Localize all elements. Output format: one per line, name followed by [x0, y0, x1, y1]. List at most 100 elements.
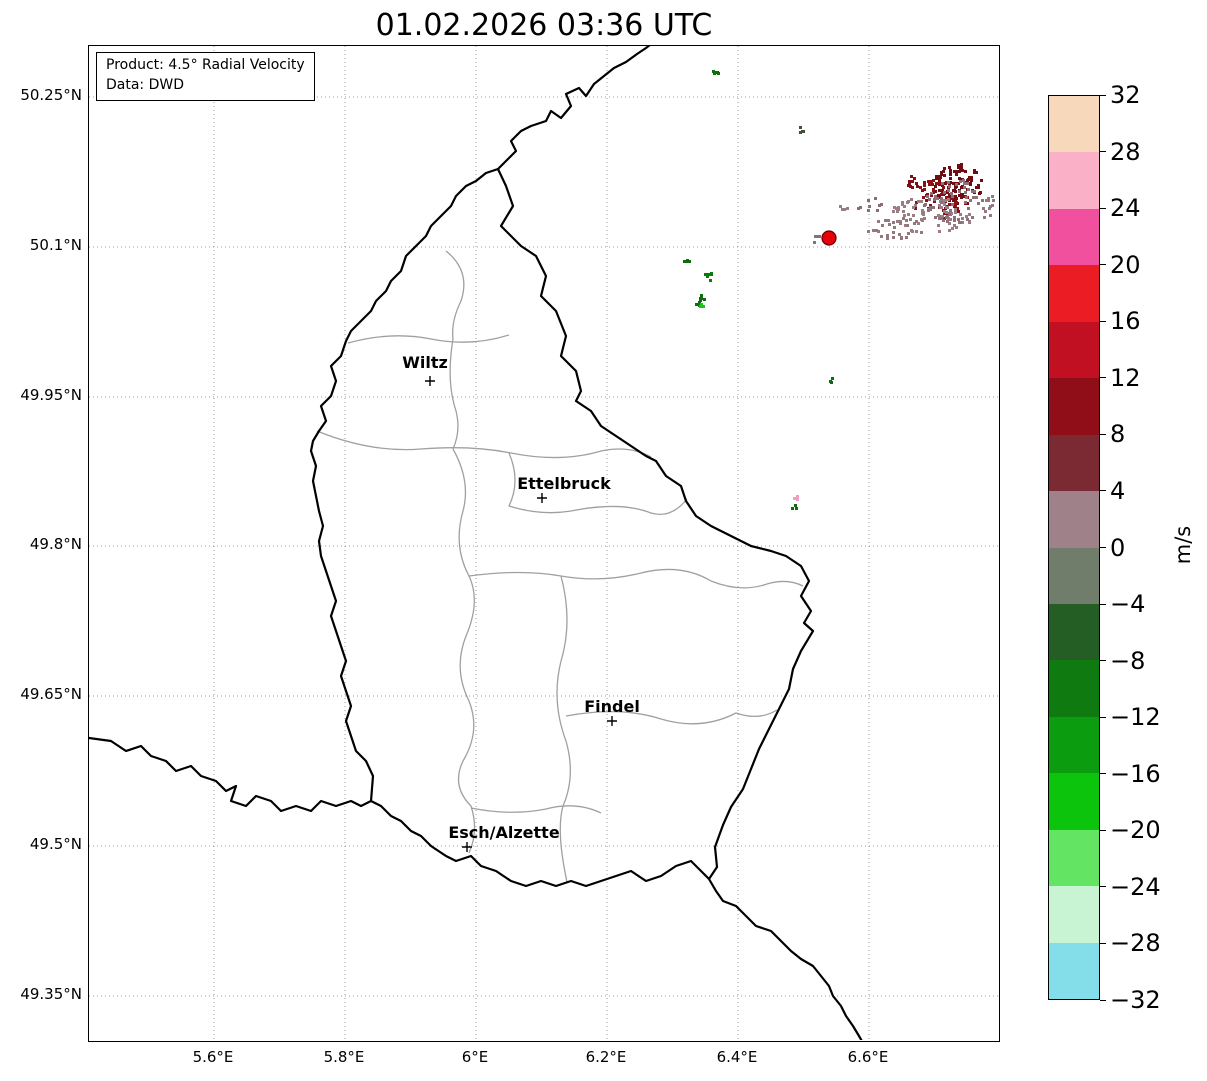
- radar-echo-pixel: [973, 190, 976, 193]
- radar-echo-pixel: [927, 209, 930, 212]
- radar-echo-pixel: [964, 191, 967, 194]
- radar-echo-pixel: [815, 235, 818, 238]
- district-border-layer: [316, 250, 804, 883]
- radar-echo-pixel: [937, 214, 940, 217]
- radar-echo-pixel: [699, 299, 702, 302]
- radar-echo-pixel: [960, 186, 963, 189]
- colorbar-segment: [1049, 434, 1099, 492]
- lat-tick-label: 49.35°N: [20, 985, 82, 1003]
- city-label: Esch/Alzette: [448, 823, 560, 842]
- radar-echo-pixel: [794, 504, 797, 507]
- radar-echo-pixel: [960, 166, 963, 169]
- radar-echo-pixel: [930, 183, 933, 186]
- radar-site-layer: [821, 230, 837, 246]
- radar-echo-pixel: [954, 208, 957, 211]
- colorbar-tick-label: −28: [1110, 929, 1161, 958]
- radar-echo-pixel: [706, 275, 709, 278]
- radar-echo-pixel: [941, 184, 944, 187]
- colorbar-tick-label: −20: [1110, 816, 1161, 845]
- radar-echo-pixel: [934, 216, 937, 219]
- radar-echo-pixel: [954, 198, 957, 201]
- radar-echo-pixel: [700, 297, 703, 300]
- radar-echo-pixel: [956, 207, 959, 210]
- radar-echo-pixel: [940, 173, 943, 176]
- radar-echo-pixel: [945, 211, 948, 214]
- map-canvas: Wiltz Ettelbruck Findel Esch/Alzette: [89, 46, 998, 1040]
- radar-echo-pixel: [709, 279, 712, 282]
- radar-echo-pixel: [937, 224, 940, 227]
- radar-echo-pixel: [961, 217, 964, 220]
- radar-echo-pixel: [880, 203, 883, 206]
- radar-echo-pixel: [929, 204, 932, 207]
- product-label: Product: 4.5° Radial Velocity: [106, 57, 305, 73]
- data-source-label: Data: DWD: [106, 76, 184, 93]
- colorbar-tickmark: [1100, 320, 1106, 322]
- radar-echo-pixel: [992, 199, 995, 202]
- radar-echo-pixel: [938, 182, 941, 185]
- radar-echo-pixel: [913, 177, 916, 180]
- radar-echo-pixel: [899, 220, 902, 223]
- radar-echo-pixel: [903, 214, 906, 217]
- radar-echo-pixel: [955, 183, 958, 186]
- radar-echo-pixel: [912, 206, 915, 209]
- radar-echo-pixel: [948, 193, 951, 196]
- radar-echo-pixel: [841, 208, 844, 211]
- radar-echo-pixel: [909, 218, 912, 221]
- district-border: [468, 568, 804, 589]
- radar-echo-pixel: [984, 210, 987, 213]
- radar-echo-pixel: [943, 174, 946, 177]
- colorbar-tickmark: [1100, 433, 1106, 435]
- radar-echo-pixel: [952, 182, 955, 185]
- radar-echo-pixel: [904, 224, 907, 227]
- radar-echo-pixel: [975, 171, 978, 174]
- radar-echo-pixel: [954, 211, 957, 214]
- radar-echo-pixel: [933, 198, 936, 201]
- radar-echo-pixel: [946, 206, 949, 209]
- radar-echo-pixel: [960, 193, 963, 196]
- city-label: Wiltz: [402, 353, 448, 372]
- radar-echo-pixel: [902, 217, 905, 220]
- radar-echo-pixel: [945, 196, 948, 199]
- radar-echo-pixel: [886, 237, 889, 240]
- radar-echo-pixel: [699, 305, 702, 308]
- radar-echo-pixel: [704, 273, 707, 276]
- colorbar-gradient: [1049, 96, 1099, 999]
- radar-echo-pixel: [971, 190, 974, 193]
- radar-echo-pixel: [920, 231, 923, 234]
- radar-echo-pixel: [946, 191, 949, 194]
- radar-echo-pixel: [951, 195, 954, 198]
- lon-tick-label: 6.4°E: [716, 1048, 758, 1066]
- radar-echo-pixel: [707, 273, 710, 276]
- radar-echo-pixel: [938, 196, 941, 199]
- radar-echo-pixel: [930, 180, 933, 183]
- colorbar-tickmark: [1100, 94, 1106, 96]
- radar-echo-pixel: [876, 209, 879, 212]
- colorbar-tick-label: 8: [1110, 420, 1126, 449]
- radar-echo-pixel: [910, 229, 913, 232]
- radar-echo-pixel: [967, 188, 970, 191]
- radar-echo-pixel: [985, 199, 988, 202]
- radar-echo-pixel: [887, 219, 890, 222]
- radar-echo-pixel: [942, 186, 945, 189]
- radar-echo-pixel: [892, 231, 895, 234]
- radar-echo-pixel: [961, 221, 964, 224]
- colorbar-unit-label: m/s: [1171, 525, 1195, 565]
- radar-echo-pixel: [949, 169, 952, 172]
- radar-echo-pixel: [700, 294, 703, 297]
- colorbar-tickmark: [1100, 377, 1106, 379]
- radar-echo-pixel: [906, 224, 909, 227]
- colorbar-segment: [1049, 942, 1099, 999]
- radar-echo-pixel: [948, 166, 951, 169]
- lon-tick-label: 6.2°E: [585, 1048, 627, 1066]
- radar-echo-pixel: [960, 196, 963, 199]
- colorbar: [1048, 95, 1100, 1000]
- radar-echo-pixel: [930, 206, 933, 209]
- radar-echo-pixel: [818, 235, 821, 238]
- radar-echo-pixel: [954, 204, 957, 207]
- radar-echo-pixel: [901, 203, 904, 206]
- radar-echo-pixel: [953, 224, 956, 227]
- radar-echo-pixel: [922, 211, 925, 214]
- radar-echo-pixel: [989, 214, 992, 217]
- radar-echo-pixel: [932, 188, 935, 191]
